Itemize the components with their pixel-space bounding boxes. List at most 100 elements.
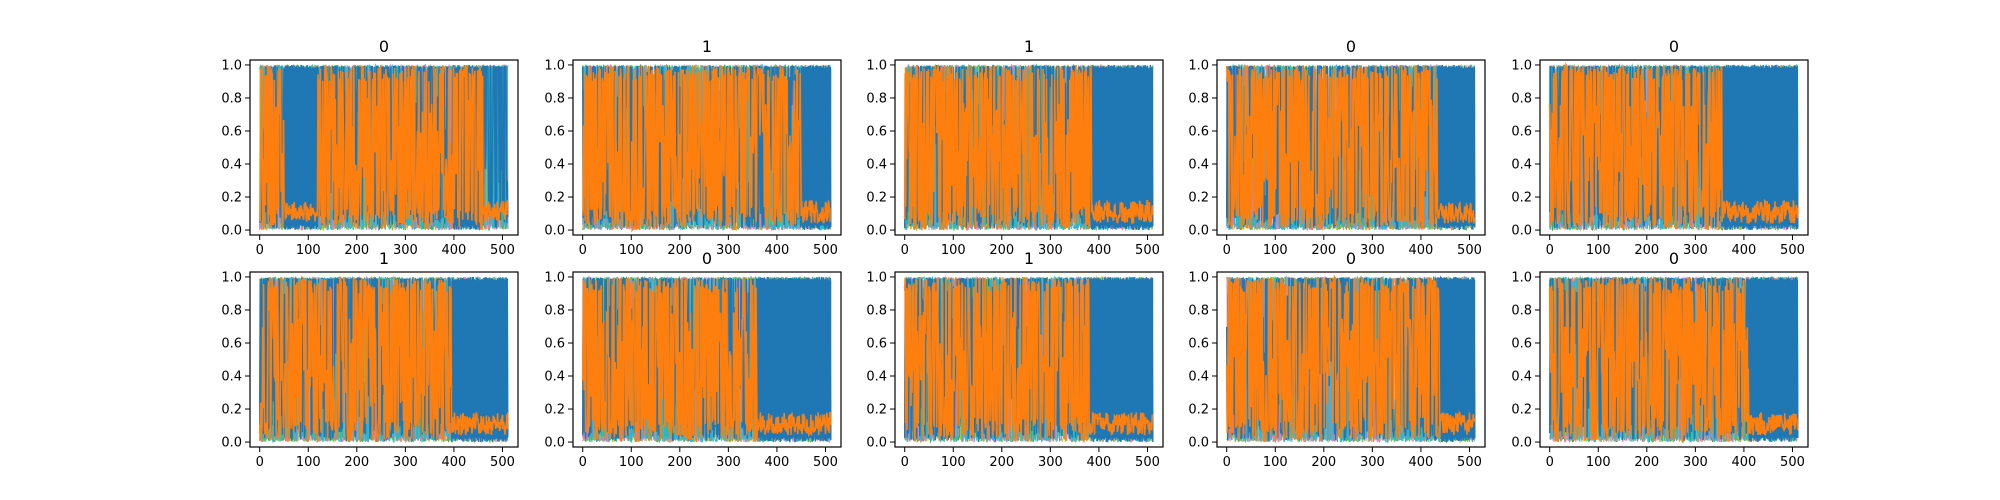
x-tick-label: 200	[667, 243, 692, 258]
axes-frame	[249, 59, 519, 236]
y-tick-label: 0.0	[221, 436, 242, 451]
y-tick-label: 0.8	[544, 303, 565, 318]
y-tick-label: 1.0	[1188, 270, 1209, 285]
x-tick-label: 400	[441, 243, 466, 258]
y-tick-label: 1.0	[1511, 270, 1532, 285]
y-tick-label: 0.6	[544, 124, 565, 139]
subplot-4: 0 0 100 200 300 400 500 0.0 0.2 0.4 0.6 0.8 1.0	[1188, 37, 1486, 258]
y-tick-label: 0.2	[221, 191, 242, 206]
x-tick-label: 500	[1457, 455, 1482, 470]
x-tick-label: 400	[1086, 243, 1111, 258]
subplot-8: 1 0 100 200 300 400 500 0.0 0.2 0.4 0.6 0.8 1.0	[866, 249, 1164, 470]
subplot-1: 0 0 100 200 300 400 500 0.0 0.2 0.4 0.6 0.8 1.0	[221, 37, 519, 258]
x-tick-label: 500	[1135, 455, 1160, 470]
y-tick-label: 0.0	[866, 224, 887, 239]
x-tick-label: 400	[1408, 455, 1433, 470]
x-tick-label: 200	[989, 455, 1014, 470]
subplot-title: 0	[1669, 249, 1679, 268]
x-tick-label: 200	[344, 243, 369, 258]
subplot-3: 1 0 100 200 300 400 500 0.0 0.2 0.4 0.6 0.8 1.0	[866, 37, 1164, 258]
x-tick-label: 100	[1263, 455, 1288, 470]
axes-frame	[894, 271, 1164, 448]
y-tick-label: 0.6	[544, 336, 565, 351]
y-tick-label: 0.4	[866, 158, 887, 173]
plot-area	[581, 63, 832, 233]
x-tick-label: 200	[1634, 455, 1659, 470]
y-tick-label: 0.8	[221, 303, 242, 318]
x-tick-label: 400	[1408, 243, 1433, 258]
x-tick-label: 500	[1457, 243, 1482, 258]
series-line-orange	[903, 276, 1154, 442]
plot-area	[1548, 275, 1799, 444]
x-tick-label: 300	[1360, 243, 1385, 258]
x-tick-label: 200	[1311, 243, 1336, 258]
y-tick-label: 0.2	[1188, 403, 1209, 418]
y-tick-label: 0.6	[1511, 336, 1532, 351]
axes-frame	[572, 59, 842, 236]
y-tick-label: 1.0	[221, 58, 242, 73]
x-tick-label: 200	[344, 455, 369, 470]
axes-frame	[249, 271, 519, 448]
y-tick-label: 0.2	[1511, 403, 1532, 418]
y-tick-label: 0.2	[221, 403, 242, 418]
subplot-title: 0	[1346, 249, 1356, 268]
y-tick-label: 0.0	[1511, 436, 1532, 451]
x-tick-label: 400	[764, 243, 789, 258]
y-tick-label: 0.8	[866, 303, 887, 318]
y-tick-label: 0.8	[1188, 91, 1209, 106]
y-tick-label: 0.6	[221, 336, 242, 351]
y-tick-label: 0.0	[544, 436, 565, 451]
x-tick-label: 400	[764, 455, 789, 470]
axes-frame	[572, 271, 842, 448]
x-tick-label: 500	[1780, 455, 1805, 470]
x-tick-label: 0	[1546, 455, 1554, 470]
series-line-orange	[1548, 61, 1799, 231]
series-line-orange	[581, 65, 832, 233]
y-tick-label: 0.8	[1511, 91, 1532, 106]
x-tick-label: 200	[989, 243, 1014, 258]
series-line-orange	[581, 277, 832, 443]
y-tick-label: 1.0	[866, 270, 887, 285]
x-tick-label: 500	[1135, 243, 1160, 258]
plot-area	[581, 275, 832, 444]
x-tick-label: 400	[1731, 243, 1756, 258]
subplot-title: 1	[1024, 37, 1034, 56]
y-tick-label: 0.6	[1511, 124, 1532, 139]
x-tick-label: 400	[1731, 455, 1756, 470]
subplot-title: 1	[1024, 249, 1034, 268]
x-tick-label: 0	[901, 243, 909, 258]
y-tick-label: 0.4	[1188, 158, 1209, 173]
y-tick-label: 1.0	[221, 270, 242, 285]
axes-frame	[1539, 59, 1809, 236]
y-tick-label: 0.4	[544, 370, 565, 385]
y-tick-label: 0.8	[1188, 303, 1209, 318]
x-tick-label: 100	[1586, 455, 1611, 470]
axes-frame	[1216, 59, 1486, 236]
y-tick-label: 1.0	[866, 58, 887, 73]
x-tick-label: 200	[1311, 455, 1336, 470]
plot-area	[259, 63, 509, 232]
x-tick-label: 0	[901, 455, 909, 470]
x-tick-label: 0	[579, 243, 587, 258]
series-line-blue	[582, 65, 832, 230]
subplot-title: 0	[1669, 37, 1679, 56]
y-tick-label: 0.8	[866, 91, 887, 106]
y-tick-label: 0.6	[866, 336, 887, 351]
x-tick-label: 100	[296, 455, 321, 470]
x-tick-label: 300	[1683, 243, 1708, 258]
x-tick-label: 300	[716, 243, 741, 258]
y-tick-label: 0.6	[1188, 336, 1209, 351]
x-tick-label: 400	[441, 455, 466, 470]
y-tick-label: 0.2	[544, 191, 565, 206]
y-tick-label: 1.0	[544, 58, 565, 73]
x-tick-label: 200	[1634, 243, 1659, 258]
x-tick-label: 300	[1038, 243, 1063, 258]
y-tick-label: 0.0	[1188, 224, 1209, 239]
series-line-orange	[259, 63, 509, 230]
x-tick-label: 0	[256, 243, 264, 258]
y-tick-label: 0.0	[221, 224, 242, 239]
x-tick-label: 500	[813, 243, 838, 258]
y-tick-label: 0.2	[866, 403, 887, 418]
